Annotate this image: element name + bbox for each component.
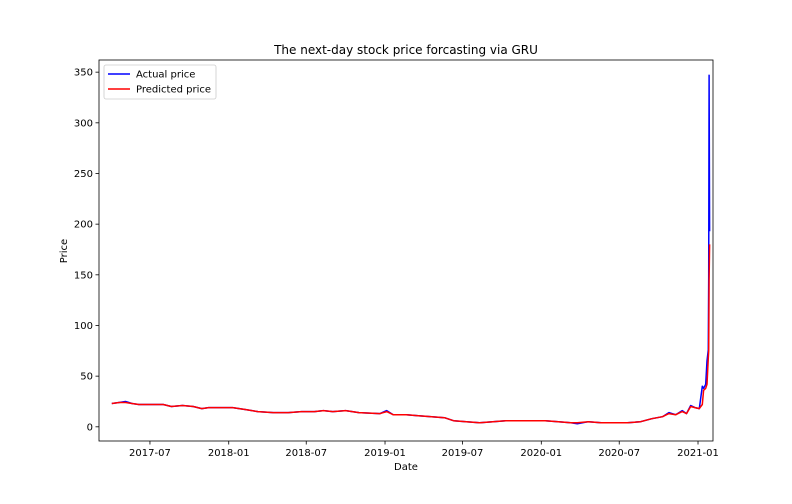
x-tick-label: 2021-01: [677, 448, 719, 459]
plot-background: [99, 60, 713, 441]
plot-area: [98, 59, 714, 442]
legend-label-actual: Actual price: [136, 70, 195, 81]
chart-title: The next-day stock price forcasting via …: [273, 43, 538, 57]
y-tick-label: 100: [74, 321, 93, 332]
series-layer: [111, 74, 711, 425]
y-tick-label: 300: [74, 118, 93, 129]
x-tick-label: 2018-07: [285, 448, 327, 459]
y-tick-label: 150: [74, 270, 93, 281]
series-line-predicted: [111, 244, 711, 424]
y-tick-label: 350: [74, 68, 93, 79]
x-tick-label: 2018-01: [208, 448, 250, 459]
legend: Actual price Predicted price: [103, 64, 217, 100]
y-tick-label: 200: [74, 220, 93, 231]
y-tick-label: 0: [87, 422, 93, 433]
x-tick-label: 2020-07: [598, 448, 640, 459]
x-axis: 2017-07 2018-01 2018-07 2019-01 2019-07 2020-…: [129, 441, 719, 459]
x-tick-label: 2019-07: [442, 448, 484, 459]
plot-frame: [98, 59, 714, 442]
x-tick-label: 2019-01: [364, 448, 406, 459]
legend-label-predicted: Predicted price: [136, 85, 211, 96]
x-tick-label: 2017-07: [129, 448, 171, 459]
x-axis-label: Date: [394, 462, 418, 473]
x-tick-label: 2020-01: [520, 448, 562, 459]
y-axis: 0 50 100 150 200 250 300 350: [74, 68, 99, 433]
y-tick-label: 250: [74, 169, 93, 180]
y-tick-label: 50: [80, 372, 93, 383]
y-axis-label: Price: [59, 239, 70, 263]
legend-box: [103, 64, 217, 100]
